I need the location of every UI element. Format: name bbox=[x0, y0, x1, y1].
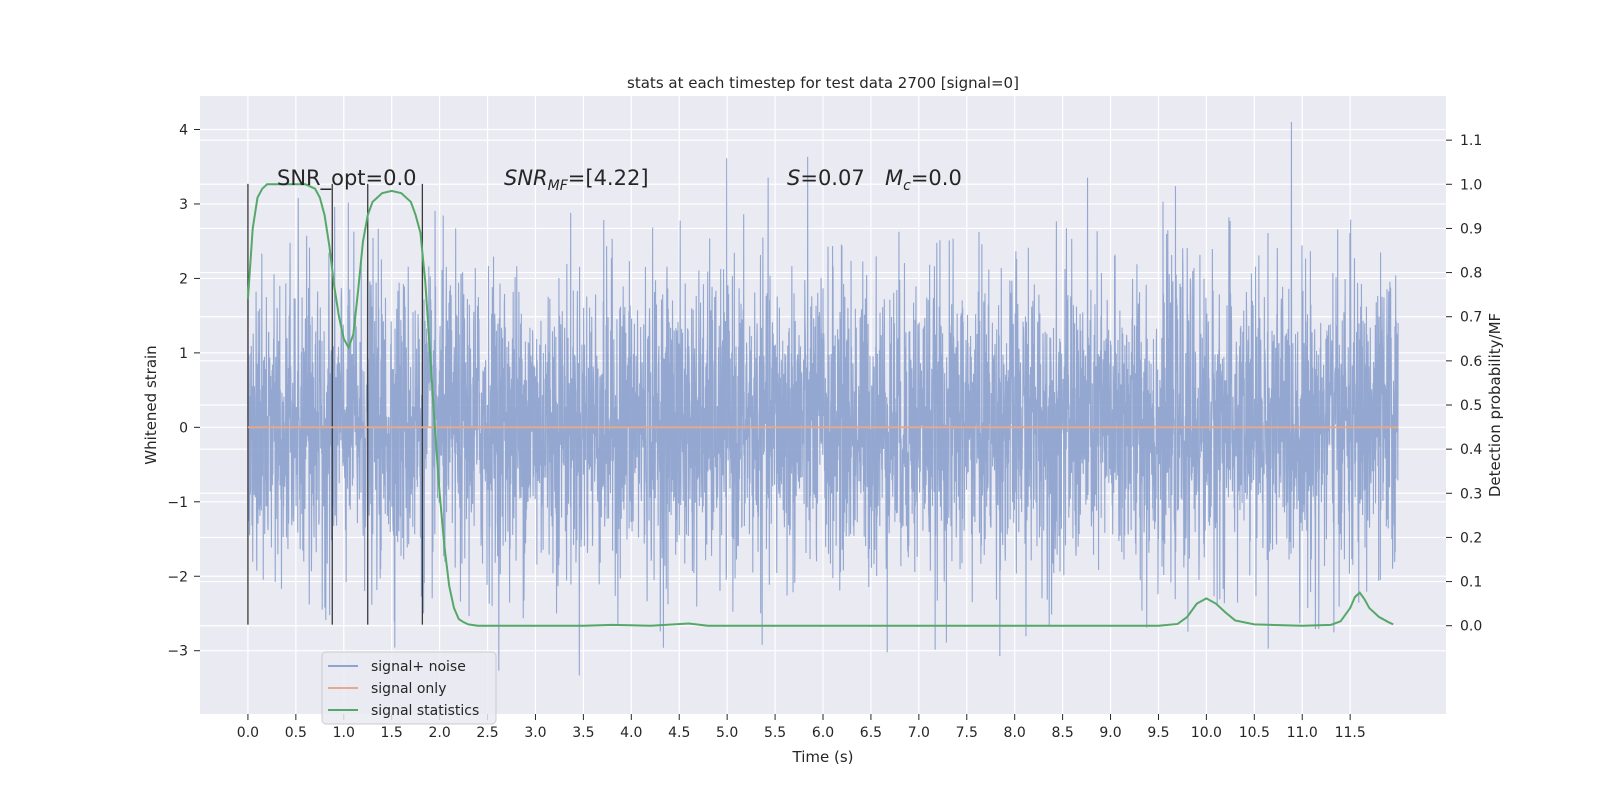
y-tick-label-1: −2 bbox=[167, 569, 188, 585]
x-tick-label-8: 4.0 bbox=[620, 725, 642, 741]
x-tick-label-19: 9.5 bbox=[1147, 725, 1169, 741]
y2-tick-label-9: 0.9 bbox=[1460, 221, 1482, 237]
annotation-snr-mf-main: SNR bbox=[504, 166, 548, 190]
annotation-mc-value: =0.0 bbox=[911, 166, 962, 190]
x-tick-label-23: 11.5 bbox=[1335, 725, 1366, 741]
x-tick-label-0: 0.0 bbox=[237, 725, 259, 741]
x-tick-label-22: 11.0 bbox=[1287, 725, 1318, 741]
x-tick-label-21: 10.5 bbox=[1239, 725, 1270, 741]
annotation-s: S=0.07 bbox=[787, 166, 865, 190]
y-tick-label-2: −1 bbox=[167, 495, 188, 511]
signal-statistics-line bbox=[246, 183, 1394, 627]
x-tick-label-2: 1.0 bbox=[333, 725, 355, 741]
y2-axis-ticks: 0.0 0.1 0.2 0.3 0.4 0.5 0.6 0.7 0.8 0.9 1.0 1.1 bbox=[1446, 133, 1482, 635]
x-tick-label-4: 2.0 bbox=[428, 725, 450, 741]
x-tick-label-6: 3.0 bbox=[524, 725, 546, 741]
x-tick-label-12: 6.0 bbox=[812, 725, 834, 741]
x-tick-label-18: 9.0 bbox=[1099, 725, 1121, 741]
x-tick-label-15: 7.5 bbox=[956, 725, 978, 741]
y-tick-label-3: 0 bbox=[179, 420, 188, 436]
legend-box bbox=[321, 651, 497, 725]
y2-tick-label-10: 1.0 bbox=[1460, 177, 1482, 193]
y-tick-label-6: 3 bbox=[179, 197, 188, 213]
chart-title: stats at each timestep for test data 270… bbox=[627, 74, 1019, 92]
x-axis-label: Time (s) bbox=[792, 748, 854, 766]
x-tick-label-3: 1.5 bbox=[381, 725, 403, 741]
y2-tick-label-1: 0.1 bbox=[1460, 575, 1482, 591]
y2-tick-label-11: 1.1 bbox=[1460, 133, 1482, 149]
y2-axis-label: Detection probability/MF bbox=[1486, 313, 1504, 497]
annotation-s-value: =0.07 bbox=[800, 166, 864, 190]
y2-tick-label-5: 0.5 bbox=[1460, 398, 1482, 414]
annotation-snr-opt: SNR_opt=0.0 bbox=[277, 166, 417, 191]
y-tick-label-7: 4 bbox=[179, 123, 188, 139]
y2-tick-label-2: 0.2 bbox=[1460, 530, 1482, 546]
x-tick-label-10: 5.0 bbox=[716, 725, 738, 741]
series-signal-statistics bbox=[246, 183, 1394, 627]
annotation-snr-mf-sub: MF bbox=[548, 178, 569, 194]
annotation-mc-main: M bbox=[885, 166, 903, 190]
y2-tick-label-3: 0.3 bbox=[1460, 486, 1482, 502]
annotation-mc-sub: c bbox=[903, 178, 911, 194]
x-tick-label-1: 0.5 bbox=[285, 725, 307, 741]
legend-label-signal-statistics: signal statistics bbox=[371, 703, 479, 719]
x-tick-label-5: 2.5 bbox=[476, 725, 498, 741]
x-axis-ticks: 0.0 0.5 1.0 1.5 2.0 2.5 3.0 3.5 4.0 4.5 5.0 5.5 6.0 6… bbox=[237, 714, 1366, 741]
annotation-s-main: S bbox=[787, 166, 800, 190]
annotation-snr-mf: SNRMF=[4.22] bbox=[504, 166, 649, 194]
y-tick-label-4: 1 bbox=[179, 346, 188, 362]
y2-tick-label-4: 0.4 bbox=[1460, 442, 1482, 458]
y2-tick-label-7: 0.7 bbox=[1460, 310, 1482, 326]
y2-tick-label-8: 0.8 bbox=[1460, 266, 1482, 282]
x-tick-label-7: 3.5 bbox=[572, 725, 594, 741]
y2-tick-label-0: 0.0 bbox=[1460, 619, 1482, 635]
y-tick-label-5: 2 bbox=[179, 271, 188, 287]
annotation-snr-mf-value: =[4.22] bbox=[568, 166, 649, 190]
y2-tick-label-6: 0.6 bbox=[1460, 354, 1482, 370]
x-tick-label-14: 7.0 bbox=[908, 725, 930, 741]
legend: signal+ noise signal only signal statist… bbox=[321, 651, 497, 725]
annotation-mc: Mc=0.0 bbox=[885, 166, 962, 194]
x-tick-label-13: 6.5 bbox=[860, 725, 882, 741]
x-tick-label-17: 8.5 bbox=[1051, 725, 1073, 741]
x-tick-label-9: 4.5 bbox=[668, 725, 690, 741]
y-axis-ticks: −3 −2 −1 0 1 2 3 4 bbox=[167, 123, 200, 660]
y-axis-label: Whitened strain bbox=[142, 345, 160, 464]
x-tick-label-20: 10.0 bbox=[1191, 725, 1222, 741]
y-tick-label-0: −3 bbox=[167, 644, 188, 660]
x-tick-label-16: 8.0 bbox=[1004, 725, 1026, 741]
x-tick-label-11: 5.5 bbox=[764, 725, 786, 741]
legend-label-signal-only: signal only bbox=[371, 681, 446, 697]
legend-label-signal-noise: signal+ noise bbox=[371, 659, 466, 675]
